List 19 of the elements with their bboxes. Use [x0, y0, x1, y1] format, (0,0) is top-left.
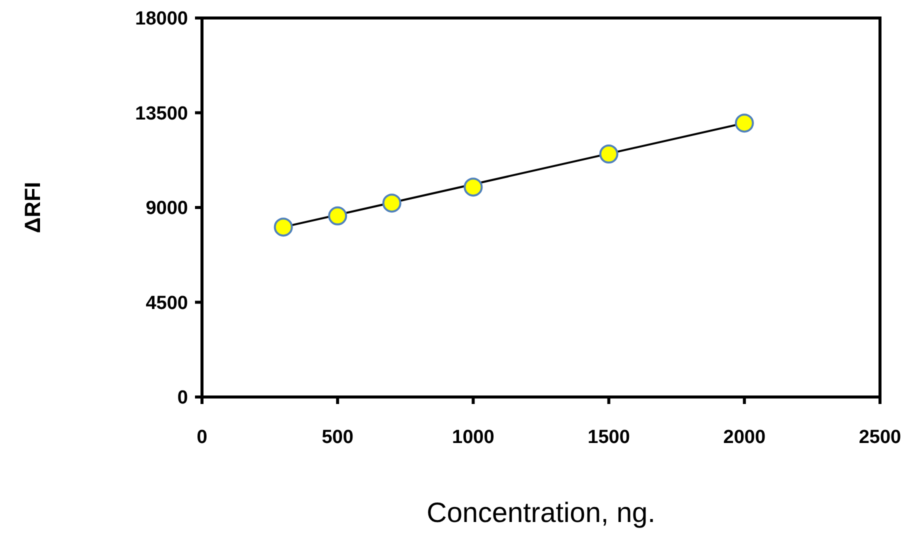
- x-tick-label: 500: [322, 427, 354, 448]
- x-tick-label: 2500: [858, 427, 902, 448]
- x-tick-label: 1000: [452, 427, 494, 448]
- x-tick-label: 1500: [588, 427, 630, 448]
- y-tick-label: 18000: [135, 8, 188, 30]
- x-axis-title: Concentration, ng.: [426, 497, 656, 528]
- point: [599, 144, 618, 164]
- x-tick-label: 0: [196, 427, 208, 448]
- point: [328, 206, 348, 226]
- point: [274, 218, 293, 237]
- y-tick-label: 9000: [146, 198, 188, 220]
- point: [464, 178, 483, 197]
- y-tick-label: 13500: [135, 103, 188, 124]
- y-tick-label: 4500: [146, 292, 188, 314]
- point: [382, 194, 402, 213]
- x-tick-label: 2000: [723, 427, 766, 448]
- y-tick-label: 0: [177, 388, 188, 409]
- point: [734, 114, 754, 133]
- y-axis-title: ΔRFI: [20, 182, 45, 234]
